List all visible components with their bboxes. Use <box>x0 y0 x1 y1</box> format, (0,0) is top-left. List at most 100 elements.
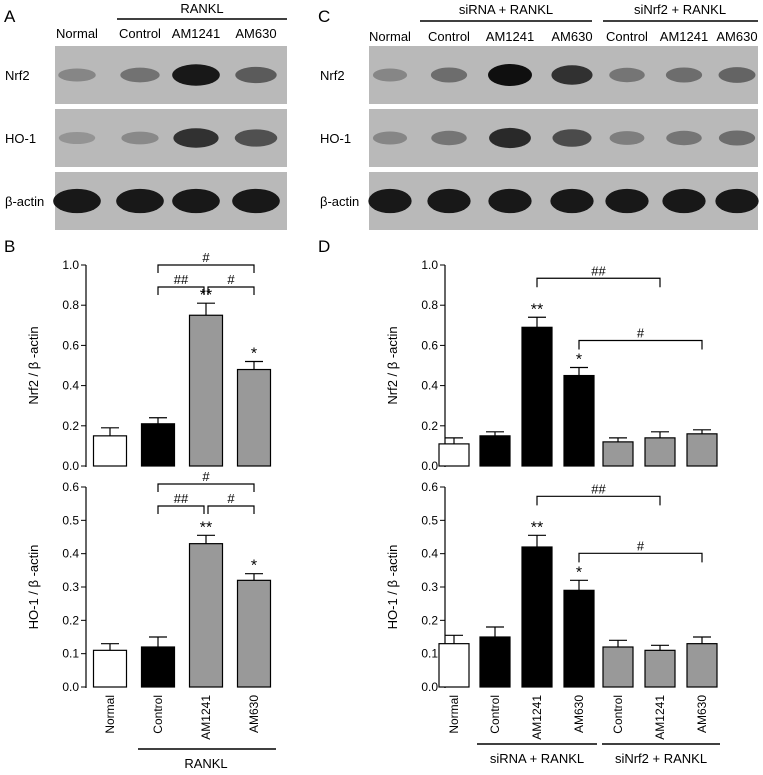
bracket-label: ## <box>174 272 189 287</box>
row-label: HO-1 <box>5 131 36 146</box>
bar <box>438 643 470 688</box>
significance-bracket <box>157 483 255 492</box>
y-tick-label: 0.0 <box>421 459 438 473</box>
significance-star: * <box>251 558 257 575</box>
bar <box>92 649 128 688</box>
y-axis-label: Nrf2 / β -actin <box>385 326 400 404</box>
blot-band <box>172 188 220 214</box>
y-tick-label: 0.1 <box>421 647 438 661</box>
sirna-group-label: siRNA + RANKL <box>459 2 553 17</box>
y-tick-label: 0.6 <box>421 338 438 352</box>
bar <box>188 543 224 688</box>
x-tick-label: Control <box>151 695 165 734</box>
x-tick-label: AM630 <box>695 695 709 733</box>
blot-band <box>488 63 532 87</box>
blot-band <box>120 67 160 83</box>
lane-label: Normal <box>56 26 98 41</box>
significance-bracket <box>157 505 205 514</box>
blot-band <box>173 128 219 148</box>
lane-label: Control <box>119 26 161 41</box>
significance-star: * <box>251 345 257 362</box>
bar <box>92 435 128 467</box>
sinrf2-group-label: siNrf2 + RANKL <box>634 2 726 17</box>
panel-label-b: B <box>4 237 15 256</box>
blot-band <box>718 130 756 146</box>
y-tick-label: 0.5 <box>62 513 79 527</box>
significance-bracket <box>207 286 255 295</box>
blot-band <box>121 131 159 145</box>
blot-band <box>172 64 220 86</box>
blot-band <box>665 67 703 83</box>
lane-label: Control <box>606 29 648 44</box>
blot-band <box>715 188 759 214</box>
lane-label: Control <box>428 29 470 44</box>
bar-chart-b-ho1: 0.00.10.20.30.40.50.6HO-1 / β -actin***#… <box>26 469 276 771</box>
blot-band <box>232 188 280 214</box>
bar <box>563 374 595 467</box>
x-tick-label: Normal <box>103 695 117 734</box>
significance-star: * <box>576 564 582 581</box>
bracket-label: ## <box>591 263 606 278</box>
blot-band <box>234 129 278 147</box>
y-tick-label: 0.4 <box>62 379 79 393</box>
western-blot-right: Normal Control AM1241 AM630 Control AM1241 AM6… <box>320 2 759 230</box>
blot-band <box>718 67 756 83</box>
bracket-label: # <box>202 469 210 484</box>
blot-band <box>488 188 532 214</box>
bracket-label: # <box>637 326 645 341</box>
bar <box>644 437 676 467</box>
significance-bracket <box>157 286 205 295</box>
bar <box>188 314 224 467</box>
blot-band <box>431 130 467 146</box>
significance-star: ** <box>200 287 212 304</box>
blot-band <box>552 129 592 147</box>
bar <box>686 643 718 688</box>
y-tick-label: 0.6 <box>62 338 79 352</box>
significance-bracket <box>578 552 703 563</box>
row-label: β-actin <box>320 194 359 209</box>
row-label: β-actin <box>5 194 44 209</box>
blot-band <box>662 188 706 214</box>
row-label: HO-1 <box>320 131 351 146</box>
blot-band <box>427 188 471 214</box>
significance-bracket <box>536 495 661 506</box>
blot-band <box>116 188 164 214</box>
significance-bracket <box>578 339 703 350</box>
bracket-label: # <box>637 538 645 553</box>
y-tick-label: 0.4 <box>421 547 438 561</box>
blot-band <box>53 188 101 214</box>
y-tick-label: 0.2 <box>421 613 438 627</box>
row-label: Nrf2 <box>5 68 30 83</box>
western-blot-left: Normal Control AM1241 AM630 Nrf2 HO-1 β-actin R… <box>5 1 287 230</box>
significance-star: * <box>576 352 582 369</box>
rankl-group-label: RANKL <box>184 756 227 771</box>
blot-band <box>551 65 593 85</box>
y-tick-label: 0.4 <box>62 547 79 561</box>
lane-label: AM1241 <box>660 29 708 44</box>
y-tick-label: 0.2 <box>421 419 438 433</box>
bar <box>479 636 511 688</box>
blot-band <box>489 127 531 149</box>
significance-star: ** <box>200 519 212 536</box>
bracket-label: # <box>227 491 235 506</box>
y-axis-label: HO-1 / β -actin <box>26 545 41 630</box>
significance-star: ** <box>531 301 543 318</box>
bar <box>479 435 511 467</box>
bar-chart-d-ho1: 0.00.10.20.30.40.50.6HO-1 / β -actin***#… <box>385 480 720 766</box>
y-axis-label: HO-1 / β -actin <box>385 545 400 630</box>
significance-bracket <box>536 277 661 288</box>
lane-label: AM630 <box>235 26 276 41</box>
y-tick-label: 0.6 <box>421 480 438 494</box>
lane-label: AM1241 <box>172 26 220 41</box>
blot-band <box>58 131 96 145</box>
blot-band <box>550 188 594 214</box>
y-tick-label: 0.0 <box>62 459 79 473</box>
panel-label-d: D <box>318 237 330 256</box>
x-tick-label: AM1241 <box>530 695 544 740</box>
bracket-label: ## <box>174 491 189 506</box>
y-tick-label: 0.8 <box>62 298 79 312</box>
y-tick-label: 0.4 <box>421 379 438 393</box>
sinrf2-group-label: siNrf2 + RANKL <box>615 751 707 766</box>
